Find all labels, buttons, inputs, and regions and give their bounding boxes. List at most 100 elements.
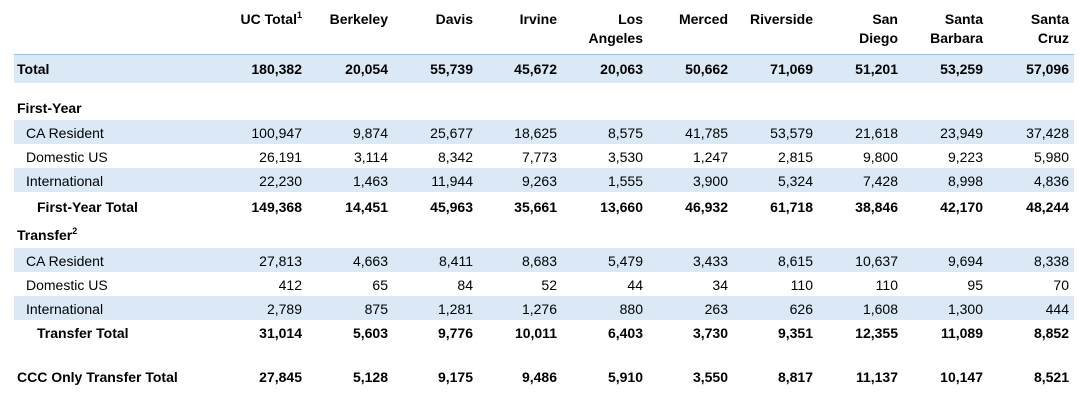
table-cell-fy_dom-riverside: 2,815: [777, 149, 813, 165]
table-cell-tr_total-santa_barbara: 11,089: [940, 325, 983, 341]
row-label-fy-ca-resident: CA Resident: [26, 125, 104, 141]
col-header-santa-barbara: Santa Barbara: [930, 11, 983, 46]
table-cell-fy_total-los_angeles: 13,660: [600, 199, 643, 215]
row-label-transfer-total: Transfer Total: [37, 325, 129, 341]
table-cell-ccc_total-santa_cruz: 8,521: [1033, 369, 1069, 385]
table-cell-fy_total-merced: 46,932: [685, 199, 728, 215]
table-cell-tr_int-davis: 1,281: [437, 301, 473, 317]
table-cell-fy_dom-merced: 1,247: [692, 149, 728, 165]
table-cell-fy_total-irvine: 35,661: [514, 199, 557, 215]
table-cell-fy_int-riverside: 5,324: [777, 173, 813, 189]
table-cell-tr_ca-santa_cruz: 8,338: [1033, 253, 1069, 269]
row-label-tr-ca-resident: CA Resident: [26, 253, 104, 269]
table-cell-tr_total-merced: 3,730: [692, 325, 728, 341]
table-cell-tr_dom-riverside: 110: [790, 277, 813, 293]
table-cell-tr_int-riverside: 626: [789, 301, 813, 317]
table-cell-tr_int-uc_total: 2,789: [266, 301, 302, 317]
table-cell-total-los_angeles: 20,063: [600, 61, 643, 77]
header-rule-band: [14, 54, 1074, 83]
row-label-tr-international: International: [26, 301, 104, 317]
table-cell-fy_total-uc_total: 149,368: [251, 199, 302, 215]
col-header-davis: Davis: [435, 11, 473, 27]
table-cell-fy_total-davis: 45,963: [430, 199, 473, 215]
col-header-los-angeles: Los Angeles: [588, 11, 643, 46]
row-label-tr-domestic-us: Domestic US: [26, 277, 108, 293]
table-cell-tr_int-merced: 263: [704, 301, 728, 317]
table-cell-fy_int-los_angeles: 1,555: [607, 173, 643, 189]
table-cell-tr_dom-santa_cruz: 70: [1053, 277, 1069, 293]
table-cell-fy_int-merced: 3,900: [692, 173, 728, 189]
table-cell-tr_int-san_diego: 1,608: [862, 301, 898, 317]
table-cell-tr_dom-uc_total: 412: [278, 277, 302, 293]
table-cell-total-santa_cruz: 57,096: [1026, 61, 1069, 77]
table-cell-fy_int-santa_barbara: 8,998: [947, 173, 983, 189]
table-cell-tr_int-irvine: 1,276: [521, 301, 557, 317]
table-cell-fy_int-irvine: 9,263: [521, 173, 557, 189]
row-label-ccc-only-transfer-total: CCC Only Transfer Total: [17, 369, 178, 385]
table-cell-total-berkeley: 20,054: [345, 61, 388, 77]
table-cell-total-san_diego: 51,201: [855, 61, 898, 77]
table-cell-fy_int-berkeley: 1,463: [352, 173, 388, 189]
table-cell-tr_int-berkeley: 875: [364, 301, 388, 317]
table-cell-fy_ca-santa_barbara: 23,949: [940, 125, 983, 141]
table-cell-tr_dom-davis: 84: [457, 277, 473, 293]
table-cell-fy_dom-davis: 8,342: [437, 149, 473, 165]
table-cell-tr_total-uc_total: 31,014: [259, 325, 302, 341]
col-header-berkeley: Berkeley: [329, 11, 388, 27]
table-cell-tr_total-los_angeles: 6,403: [607, 325, 643, 341]
table-cell-fy_total-riverside: 61,718: [770, 199, 813, 215]
table-cell-fy_int-san_diego: 7,428: [862, 173, 898, 189]
table-cell-fy_dom-irvine: 7,773: [521, 149, 557, 165]
table-cell-ccc_total-berkeley: 5,128: [352, 369, 388, 385]
table-cell-tr_int-santa_cruz: 444: [1045, 301, 1069, 317]
table-cell-tr_ca-riverside: 8,615: [777, 253, 813, 269]
table-cell-ccc_total-merced: 3,550: [692, 369, 728, 385]
table-cell-total-santa_barbara: 53,259: [940, 61, 983, 77]
table-cell-total-uc_total: 180,382: [251, 61, 302, 77]
row-band-fy-int: [14, 168, 1074, 192]
table-cell-ccc_total-irvine: 9,486: [521, 369, 557, 385]
table-cell-tr_ca-merced: 3,433: [692, 253, 728, 269]
table-cell-fy_ca-santa_cruz: 37,428: [1026, 125, 1069, 141]
table-cell-total-davis: 55,739: [430, 61, 473, 77]
row-label-fy-domestic-us: Domestic US: [26, 149, 108, 165]
table-cell-tr_dom-berkeley: 65: [372, 277, 388, 293]
table-cell-ccc_total-los_angeles: 5,910: [607, 369, 643, 385]
row-label-first-year-total: First-Year Total: [37, 199, 138, 215]
table-cell-ccc_total-uc_total: 27,845: [259, 369, 302, 385]
table-cell-tr_ca-uc_total: 27,813: [259, 253, 302, 269]
section-heading-first-year: First-Year: [17, 100, 82, 116]
table-cell-fy_ca-los_angeles: 8,575: [607, 125, 643, 141]
col-header-riverside: Riverside: [749, 11, 813, 27]
col-header-san-diego: San Diego: [859, 11, 898, 46]
table-cell-fy_ca-merced: 41,785: [685, 125, 728, 141]
table-cell-fy_total-santa_cruz: 48,244: [1026, 199, 1069, 215]
table-cell-tr_ca-davis: 8,411: [439, 253, 473, 269]
row-band-fy-ca: [14, 120, 1074, 144]
table-cell-fy_dom-santa_cruz: 5,980: [1033, 149, 1069, 165]
table-cell-fy_ca-irvine: 18,625: [514, 125, 557, 141]
col-header-irvine: Irvine: [519, 11, 557, 27]
section-heading-transfer: Transfer2: [17, 226, 78, 244]
table-cell-ccc_total-santa_barbara: 10,147: [940, 369, 983, 385]
table-cell-fy_dom-san_diego: 9,800: [862, 149, 898, 165]
table-cell-tr_ca-irvine: 8,683: [521, 253, 557, 269]
table-cell-fy_ca-berkeley: 9,874: [352, 125, 388, 141]
table-cell-tr_total-riverside: 9,351: [777, 325, 813, 341]
table-cell-tr_ca-los_angeles: 5,479: [607, 253, 643, 269]
table-cell-fy_ca-uc_total: 100,947: [251, 125, 302, 141]
table-cell-fy_dom-berkeley: 3,114: [354, 149, 388, 165]
table-cell-tr_ca-berkeley: 4,663: [352, 253, 388, 269]
table-cell-fy_int-santa_cruz: 4,836: [1033, 173, 1069, 189]
row-band-tr-int: [14, 296, 1074, 320]
table-cell-tr_int-los_angeles: 880: [619, 301, 643, 317]
table-cell-tr_total-davis: 9,776: [437, 325, 473, 341]
table-cell-fy_ca-davis: 25,677: [430, 125, 473, 141]
table-cell-fy_int-uc_total: 22,230: [259, 173, 302, 189]
table-cell-tr_dom-merced: 34: [712, 277, 728, 293]
col-header-santa-cruz: Santa Cruz: [1030, 11, 1069, 46]
table-cell-tr_dom-los_angeles: 44: [627, 277, 643, 293]
header-rule: [14, 54, 1074, 55]
table-cell-fy_ca-san_diego: 21,618: [855, 125, 898, 141]
